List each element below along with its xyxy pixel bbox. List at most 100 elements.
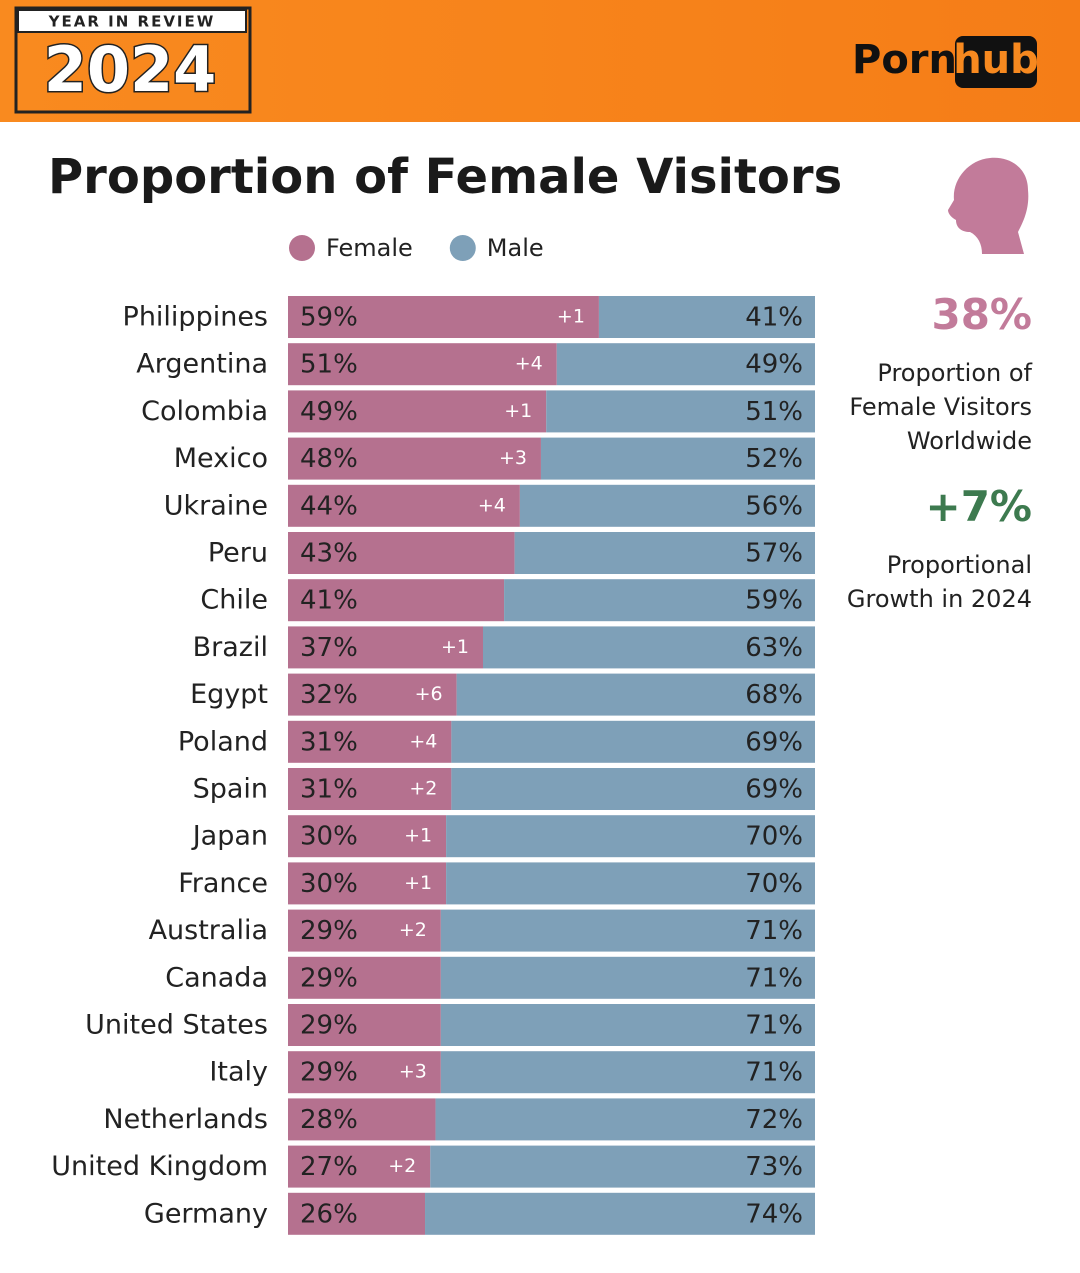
value-label: 71% <box>745 916 803 946</box>
value-label: 63% <box>745 633 803 663</box>
value-label: 71% <box>745 1011 803 1041</box>
legend-swatch <box>449 235 476 261</box>
value-label: 72% <box>745 1105 803 1135</box>
category-label: Japan <box>191 821 268 852</box>
value-label: 69% <box>745 775 803 805</box>
bar-segment <box>456 673 815 716</box>
bar-segment <box>446 815 815 858</box>
bar-segment <box>440 909 815 952</box>
value-label: 29% <box>300 1058 358 1088</box>
growth-label: +4 <box>515 353 543 375</box>
growth-label: +1 <box>557 306 585 328</box>
stat-value: +7% <box>925 482 1033 531</box>
category-label: Egypt <box>190 679 268 710</box>
badge-top-box <box>17 9 247 33</box>
growth-label: +3 <box>499 447 527 469</box>
value-label: 73% <box>745 1152 803 1182</box>
bar-segment <box>519 484 815 527</box>
bar-segment <box>598 296 815 338</box>
legend-label: Male <box>487 234 544 262</box>
value-label: 28% <box>300 1105 358 1135</box>
category-label: Italy <box>209 1057 268 1088</box>
value-label: 56% <box>745 491 803 521</box>
value-label: 51% <box>745 397 803 427</box>
bar-segment <box>288 862 447 905</box>
bar-segment <box>288 1192 426 1235</box>
value-label: 30% <box>300 869 358 899</box>
growth-label: +2 <box>388 1155 416 1177</box>
bar-segment <box>482 626 815 669</box>
category-label: Brazil <box>193 632 268 663</box>
growth-label: +2 <box>409 778 437 800</box>
value-label: 31% <box>300 727 358 757</box>
growth-label: +4 <box>409 730 437 752</box>
category-label: Ukraine <box>164 490 268 521</box>
bar-segment <box>288 1004 441 1046</box>
value-label: 71% <box>745 963 803 993</box>
bar-segment <box>288 579 505 622</box>
category-label: Peru <box>208 538 268 569</box>
bar-segment <box>288 1098 436 1141</box>
badge-top: YEAR IN REVIEW <box>48 13 216 31</box>
category-label: United Kingdom <box>51 1151 268 1182</box>
category-label: Mexico <box>174 443 268 474</box>
female-icon <box>948 157 1029 254</box>
value-label: 71% <box>745 1058 803 1088</box>
bar-segment <box>546 390 815 433</box>
stat-text: Proportional Growth in 2024 <box>846 551 1032 613</box>
bar-segment <box>446 862 815 905</box>
growth-label: +1 <box>404 825 432 847</box>
value-label: 69% <box>745 727 803 757</box>
value-label: 52% <box>745 444 803 474</box>
value-label: 29% <box>300 1011 358 1041</box>
bar-segment <box>430 1145 815 1188</box>
value-label: 32% <box>300 680 358 710</box>
category-label: France <box>178 868 268 899</box>
bar-segment <box>288 956 441 999</box>
bar-segment <box>288 1051 441 1094</box>
bar-segment <box>435 1098 815 1141</box>
category-label: Germany <box>144 1198 268 1229</box>
value-label: 49% <box>745 350 803 380</box>
value-label: 49% <box>300 397 358 427</box>
category-label: Argentina <box>136 349 268 380</box>
chart-title: Proportion of Female Visitors <box>48 149 842 205</box>
bar-segment <box>556 343 815 386</box>
category-label: Netherlands <box>103 1104 268 1135</box>
value-label: 74% <box>745 1199 803 1229</box>
value-label: 43% <box>300 539 358 569</box>
value-label: 41% <box>300 586 358 616</box>
badge-year: 2024 <box>44 33 217 106</box>
category-label: United States <box>85 1010 268 1041</box>
growth-label: +2 <box>399 919 427 941</box>
bar-segment <box>540 437 815 480</box>
value-label: 59% <box>745 586 803 616</box>
category-label: Poland <box>178 726 268 757</box>
category-label: Spain <box>193 774 268 805</box>
category-label: Australia <box>149 915 268 946</box>
growth-label: +4 <box>478 494 506 516</box>
value-label: 29% <box>300 963 358 993</box>
logo-left: Porn <box>852 37 957 83</box>
bar-segment <box>288 484 520 527</box>
bar-segment <box>288 296 599 338</box>
value-label: 48% <box>300 444 358 474</box>
bar-segment <box>504 579 815 622</box>
logo-box <box>955 36 1037 88</box>
growth-label: +1 <box>404 872 432 894</box>
value-label: 70% <box>745 869 803 899</box>
growth-label: +1 <box>504 400 532 422</box>
bar-segment <box>288 390 547 433</box>
bar-segment <box>514 532 815 574</box>
category-label: Canada <box>165 962 268 993</box>
value-label: 37% <box>300 633 358 663</box>
growth-label: +3 <box>399 1061 427 1083</box>
category-label: Colombia <box>141 396 268 427</box>
category-label: Philippines <box>123 302 268 333</box>
value-label: 41% <box>745 303 803 333</box>
bar-segment <box>288 768 452 810</box>
badge-frame <box>14 6 252 114</box>
bar-segment <box>440 1004 815 1046</box>
growth-label: +6 <box>415 683 443 705</box>
